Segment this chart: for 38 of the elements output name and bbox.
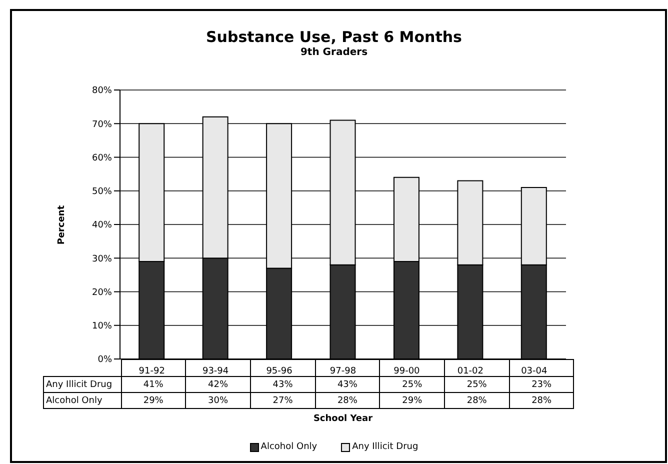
y-tick-label: 50% bbox=[92, 187, 112, 198]
data-label: 25% bbox=[380, 376, 445, 392]
y-tick-label: 40% bbox=[92, 220, 112, 231]
chart-title: Substance Use, Past 6 Months bbox=[205, 28, 463, 46]
data-label: 23% bbox=[509, 376, 574, 392]
data-label: 30% bbox=[186, 392, 250, 408]
x-axis-title: School Year bbox=[313, 414, 373, 424]
y-axis-title: Percent bbox=[57, 204, 67, 244]
data-label: 25% bbox=[444, 376, 510, 392]
y-tick-label: 20% bbox=[92, 288, 112, 298]
y-tick-label: 10% bbox=[92, 322, 112, 332]
data-label: 43% bbox=[250, 376, 316, 392]
y-tick-label: 60% bbox=[92, 153, 112, 164]
data-label: 41% bbox=[121, 376, 186, 392]
chart-subtitle: 9th Graders bbox=[299, 47, 369, 58]
x-tick-label: 93-94 bbox=[202, 366, 229, 376]
x-tick-label: 91-92 bbox=[138, 366, 165, 376]
data-label: 27% bbox=[250, 392, 316, 408]
text: Any Illicit Drug bbox=[46, 380, 112, 390]
x-tick-label: 03-04 bbox=[521, 366, 548, 376]
y-tick-label: 0% bbox=[98, 355, 112, 366]
data-label: 28% bbox=[509, 392, 574, 408]
data-label: 43% bbox=[315, 376, 380, 392]
y-tick-label: 80% bbox=[92, 86, 112, 96]
data-label: 42% bbox=[186, 376, 250, 392]
text: Alcohol Only bbox=[46, 396, 102, 406]
x-tick-label: 01-02 bbox=[457, 366, 484, 376]
y-tick-label: 70% bbox=[92, 120, 112, 130]
x-tick-label: 97-98 bbox=[330, 366, 356, 376]
legend-label: Alcohol Only bbox=[260, 442, 318, 452]
y-tick-label: 30% bbox=[92, 254, 112, 264]
x-tick-label: 95-96 bbox=[266, 366, 293, 376]
x-tick-label: 99-00 bbox=[394, 366, 420, 376]
data-label: 28% bbox=[315, 392, 380, 408]
data-label: 28% bbox=[444, 392, 510, 408]
data-label: 29% bbox=[121, 392, 186, 408]
data-label: 29% bbox=[380, 392, 445, 408]
legend-label: Any Illicit Drug bbox=[351, 442, 418, 452]
